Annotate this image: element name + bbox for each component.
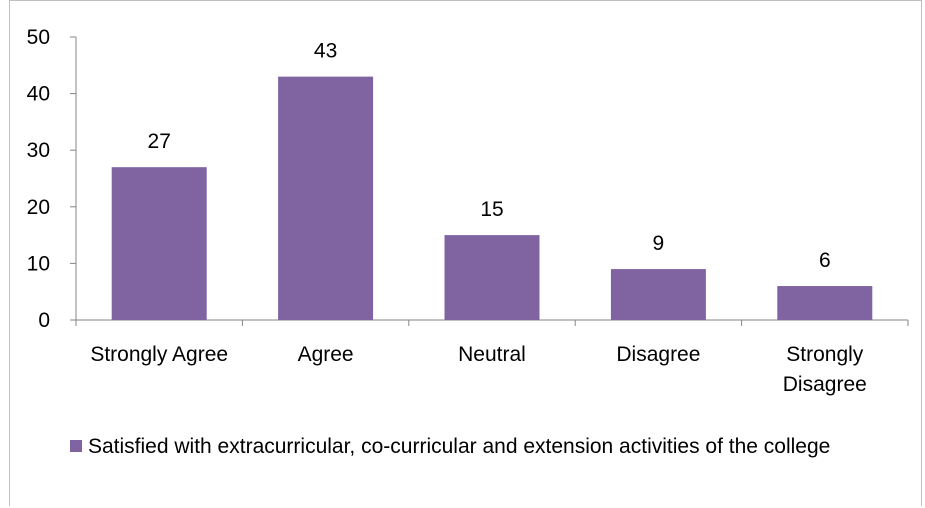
bar — [278, 76, 374, 321]
legend-swatch — [70, 440, 82, 452]
bar — [610, 269, 706, 320]
y-tick-label: 50 — [27, 26, 50, 49]
y-tick-label: 40 — [27, 83, 50, 106]
chart-frame — [9, 0, 922, 506]
category-label: Neutral — [458, 343, 526, 366]
axes: 0 10 20 30 40 50 — [27, 26, 909, 332]
data-label: 9 — [653, 232, 665, 255]
bars — [111, 76, 873, 321]
category-label: Agree — [298, 343, 354, 366]
data-label: 6 — [819, 249, 831, 272]
y-tick-label: 10 — [27, 252, 50, 275]
category-label: Strongly Agree — [90, 343, 228, 366]
bar — [444, 235, 540, 320]
legend: Satisfied with extracurricular, co-curri… — [70, 432, 910, 462]
category-label: Strongly — [786, 343, 864, 366]
data-label: 27 — [148, 130, 171, 153]
data-label: 43 — [314, 40, 337, 63]
bar — [777, 286, 873, 320]
legend-label: Satisfied with extracurricular, co-curri… — [88, 435, 831, 458]
y-tick-label: 20 — [27, 196, 50, 219]
data-label: 15 — [480, 198, 503, 221]
category-label: Disagree — [783, 373, 867, 396]
y-tick-label: 30 — [27, 139, 50, 162]
labels: 27 Strongly Agree 43 Agree 15 Neutral 9 Disagre… — [90, 40, 867, 396]
category-label: Disagree — [616, 343, 700, 366]
y-tick-label: 0 — [38, 309, 50, 332]
bar — [111, 167, 207, 320]
